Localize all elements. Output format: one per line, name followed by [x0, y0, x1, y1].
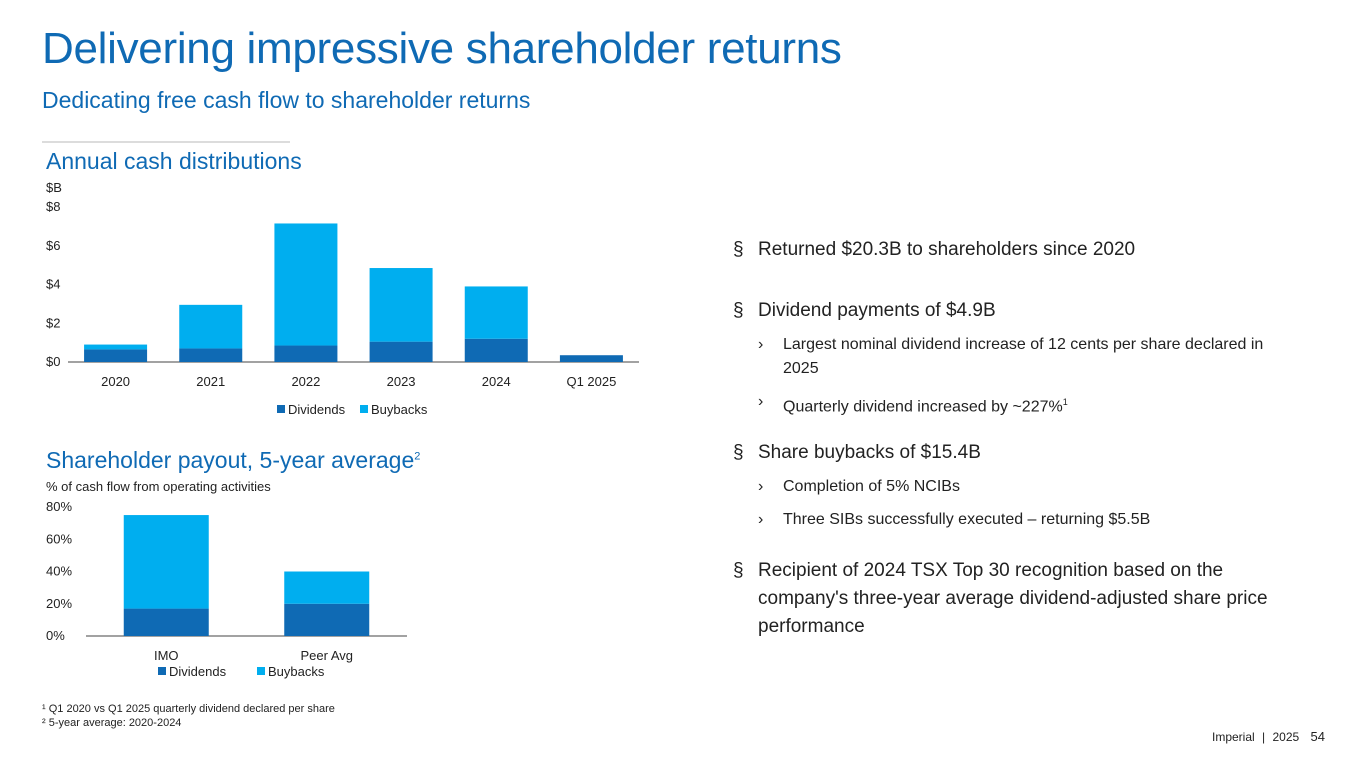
x-tick-label: 2021 — [196, 374, 225, 389]
subbullet-marker: › — [758, 511, 764, 528]
payout-section-title: Shareholder payout, 5-year average2 — [46, 447, 420, 474]
bar-dividends — [464, 338, 528, 362]
legend-label: Dividends — [169, 664, 227, 679]
bullet-marker: § — [733, 300, 744, 321]
bar-dividends — [123, 608, 209, 636]
bar-dividends — [284, 603, 370, 636]
subbullet-quarterly-dividend: › Quarterly dividend increased by ~227%1 — [758, 390, 1278, 419]
legend-label: Buybacks — [268, 664, 325, 679]
y-tick-label: 60% — [46, 531, 72, 546]
subbullet-text: Quarterly dividend increased by ~227% — [783, 398, 1063, 416]
annual-unit-label: $B — [46, 180, 62, 195]
payout-title-footnote-mark: 2 — [414, 450, 421, 463]
subbullet-text: Completion of 5% NCIBs — [783, 478, 960, 495]
y-tick-label: 20% — [46, 596, 72, 611]
x-tick-label: Peer Avg — [300, 648, 353, 663]
slide-subtitle: Dedicating free cash flow to shareholder… — [42, 87, 531, 113]
annual-section-title: Annual cash distributions — [46, 148, 302, 174]
bullet-tsx-recognition: § Recipient of 2024 TSX Top 30 recogniti… — [733, 557, 1278, 641]
bar-dividends — [274, 345, 338, 362]
bullet-dividends: § Dividend payments of $4.9B — [733, 297, 996, 325]
y-tick-label: $4 — [46, 277, 60, 292]
y-tick-label: $0 — [46, 354, 60, 369]
bar-dividends — [179, 348, 243, 362]
legend-swatch-buybacks — [257, 667, 265, 675]
bullet-text: Recipient of 2024 TSX Top 30 recognition… — [758, 560, 1268, 637]
bullet-marker: § — [733, 442, 744, 463]
y-tick-label: 0% — [46, 628, 65, 643]
bar-buybacks — [123, 515, 209, 609]
bar-buybacks — [84, 344, 148, 350]
legend-swatch-buybacks — [360, 405, 368, 413]
bullet-buybacks: § Share buybacks of $15.4B — [733, 439, 981, 467]
footer-year: 2025 — [1272, 730, 1300, 744]
x-tick-label: 2023 — [387, 374, 416, 389]
x-tick-label: Q1 2025 — [566, 374, 616, 389]
subbullet-text: Three SIBs successfully executed – retur… — [783, 511, 1151, 528]
bullet-text: Returned $20.3B to shareholders since 20… — [758, 239, 1136, 260]
y-tick-label: 40% — [46, 564, 72, 579]
subbullet-marker: › — [758, 336, 764, 353]
footnote-mark: 1 — [1062, 397, 1068, 407]
bar-dividends — [559, 355, 623, 362]
subbullet-text: Largest nominal dividend increase of 12 … — [783, 336, 1264, 377]
slide-footer: Imperial | 2025 54 — [1212, 729, 1325, 744]
legend-swatch-dividends — [277, 405, 285, 413]
bar-dividends — [369, 341, 433, 362]
legend-label: Dividends — [288, 402, 346, 417]
footer-company: Imperial — [1211, 730, 1255, 744]
payout-subtitle: % of cash flow from operating activities — [46, 479, 271, 494]
payout-title-text: Shareholder payout, 5-year average — [46, 447, 415, 473]
footnote-2: ² 5-year average: 2020-2024 — [42, 717, 182, 729]
bullet-marker: § — [733, 560, 744, 581]
bullet-text: Share buybacks of $15.4B — [758, 442, 981, 463]
footnotes: ¹ Q1 2020 vs Q1 2025 quarterly dividend … — [42, 702, 335, 730]
bar-buybacks — [274, 223, 338, 346]
bar-dividends — [84, 349, 148, 362]
y-tick-label: $6 — [46, 238, 60, 253]
bullet-marker: § — [733, 239, 744, 260]
bullet-returned: § Returned $20.3B to shareholders since … — [733, 236, 1135, 264]
shareholder-payout-chart: 0% 20% 40% 60% 80% IMO Peer Avg Dividends Buybac… — [46, 499, 407, 679]
title-divider — [42, 141, 290, 143]
subbullet-ncib: › Completion of 5% NCIBs — [758, 475, 1278, 499]
slide-title: Delivering impressive shareholder return… — [42, 24, 842, 73]
subbullet-dividend-increase: › Largest nominal dividend increase of 1… — [758, 333, 1278, 381]
x-tick-label: 2020 — [101, 374, 130, 389]
x-tick-label: 2024 — [482, 374, 511, 389]
bar-buybacks — [179, 304, 243, 349]
y-tick-label: $2 — [46, 315, 60, 330]
legend-label: Buybacks — [371, 402, 428, 417]
x-tick-label: IMO — [154, 648, 179, 663]
footer-separator: | — [1262, 730, 1266, 744]
subbullet-marker: › — [758, 478, 764, 495]
subbullet-marker: › — [758, 393, 764, 410]
bar-buybacks — [284, 571, 370, 604]
subbullet-sib: › Three SIBs successfully executed – ret… — [758, 508, 1278, 532]
bar-buybacks — [464, 286, 528, 339]
footnote-1: ¹ Q1 2020 vs Q1 2025 quarterly dividend … — [42, 703, 335, 715]
x-tick-label: 2022 — [291, 374, 320, 389]
bar-buybacks — [369, 268, 433, 342]
subbullet-text-wrap: Quarterly dividend increased by ~227%1 — [758, 390, 1278, 419]
legend-swatch-dividends — [158, 667, 166, 675]
bullet-text: Dividend payments of $4.9B — [758, 300, 996, 321]
annual-distributions-chart: $0 $2 $4 $6 $8 2020 2021 2022 2023 2024 Q1 2025 Div… — [46, 199, 639, 417]
y-tick-label: 80% — [46, 499, 72, 514]
page-number: 54 — [1310, 729, 1325, 744]
y-tick-label: $8 — [46, 199, 60, 214]
